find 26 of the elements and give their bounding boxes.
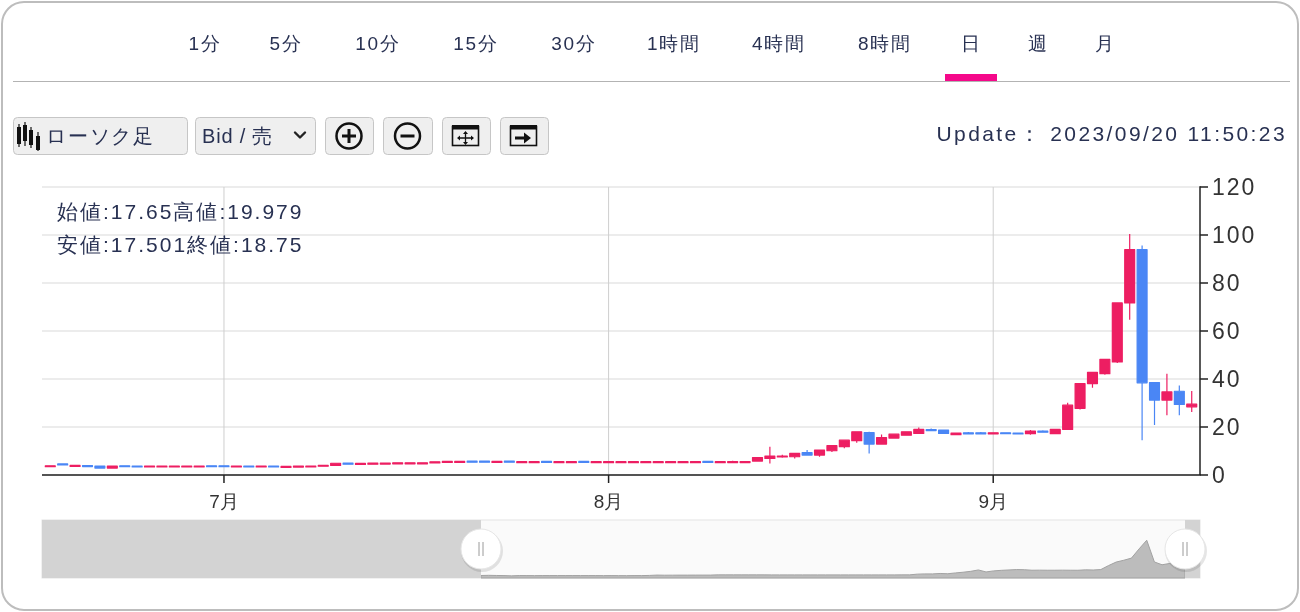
text: 30分: [551, 33, 597, 54]
y-tick-label: 40: [1212, 366, 1242, 392]
text: Update： 2023/09/20 11:50:23: [936, 122, 1287, 145]
text: ローソク足: [46, 125, 155, 147]
text: 週: [1027, 33, 1049, 54]
y-tick-label: 20: [1212, 414, 1242, 440]
y-tick-label: 60: [1212, 318, 1242, 344]
text: 4時間: [752, 33, 806, 54]
text: 15分: [453, 33, 499, 54]
y-tick-label: 120: [1212, 174, 1257, 200]
text: 1時間: [647, 33, 701, 54]
y-tick-label: 80: [1212, 270, 1242, 296]
text: 月: [1094, 33, 1116, 54]
text: 5分: [269, 33, 303, 54]
text: 1分: [188, 33, 222, 54]
annotation: 始値:17.65高値:19.979: [57, 200, 304, 223]
text: 8時間: [858, 33, 912, 54]
text: 日: [960, 33, 982, 54]
text: Bid / 売: [202, 125, 274, 147]
x-tick-label: 8月: [593, 491, 624, 512]
x-tick-label: 7月: [209, 491, 239, 512]
y-tick-label: 0: [1212, 462, 1227, 488]
x-tick-label: 9月: [978, 491, 1008, 512]
y-tick-label: 100: [1212, 222, 1257, 248]
text: 10分: [355, 33, 401, 54]
annotation: 安値:17.501終値:18.75: [57, 233, 304, 256]
